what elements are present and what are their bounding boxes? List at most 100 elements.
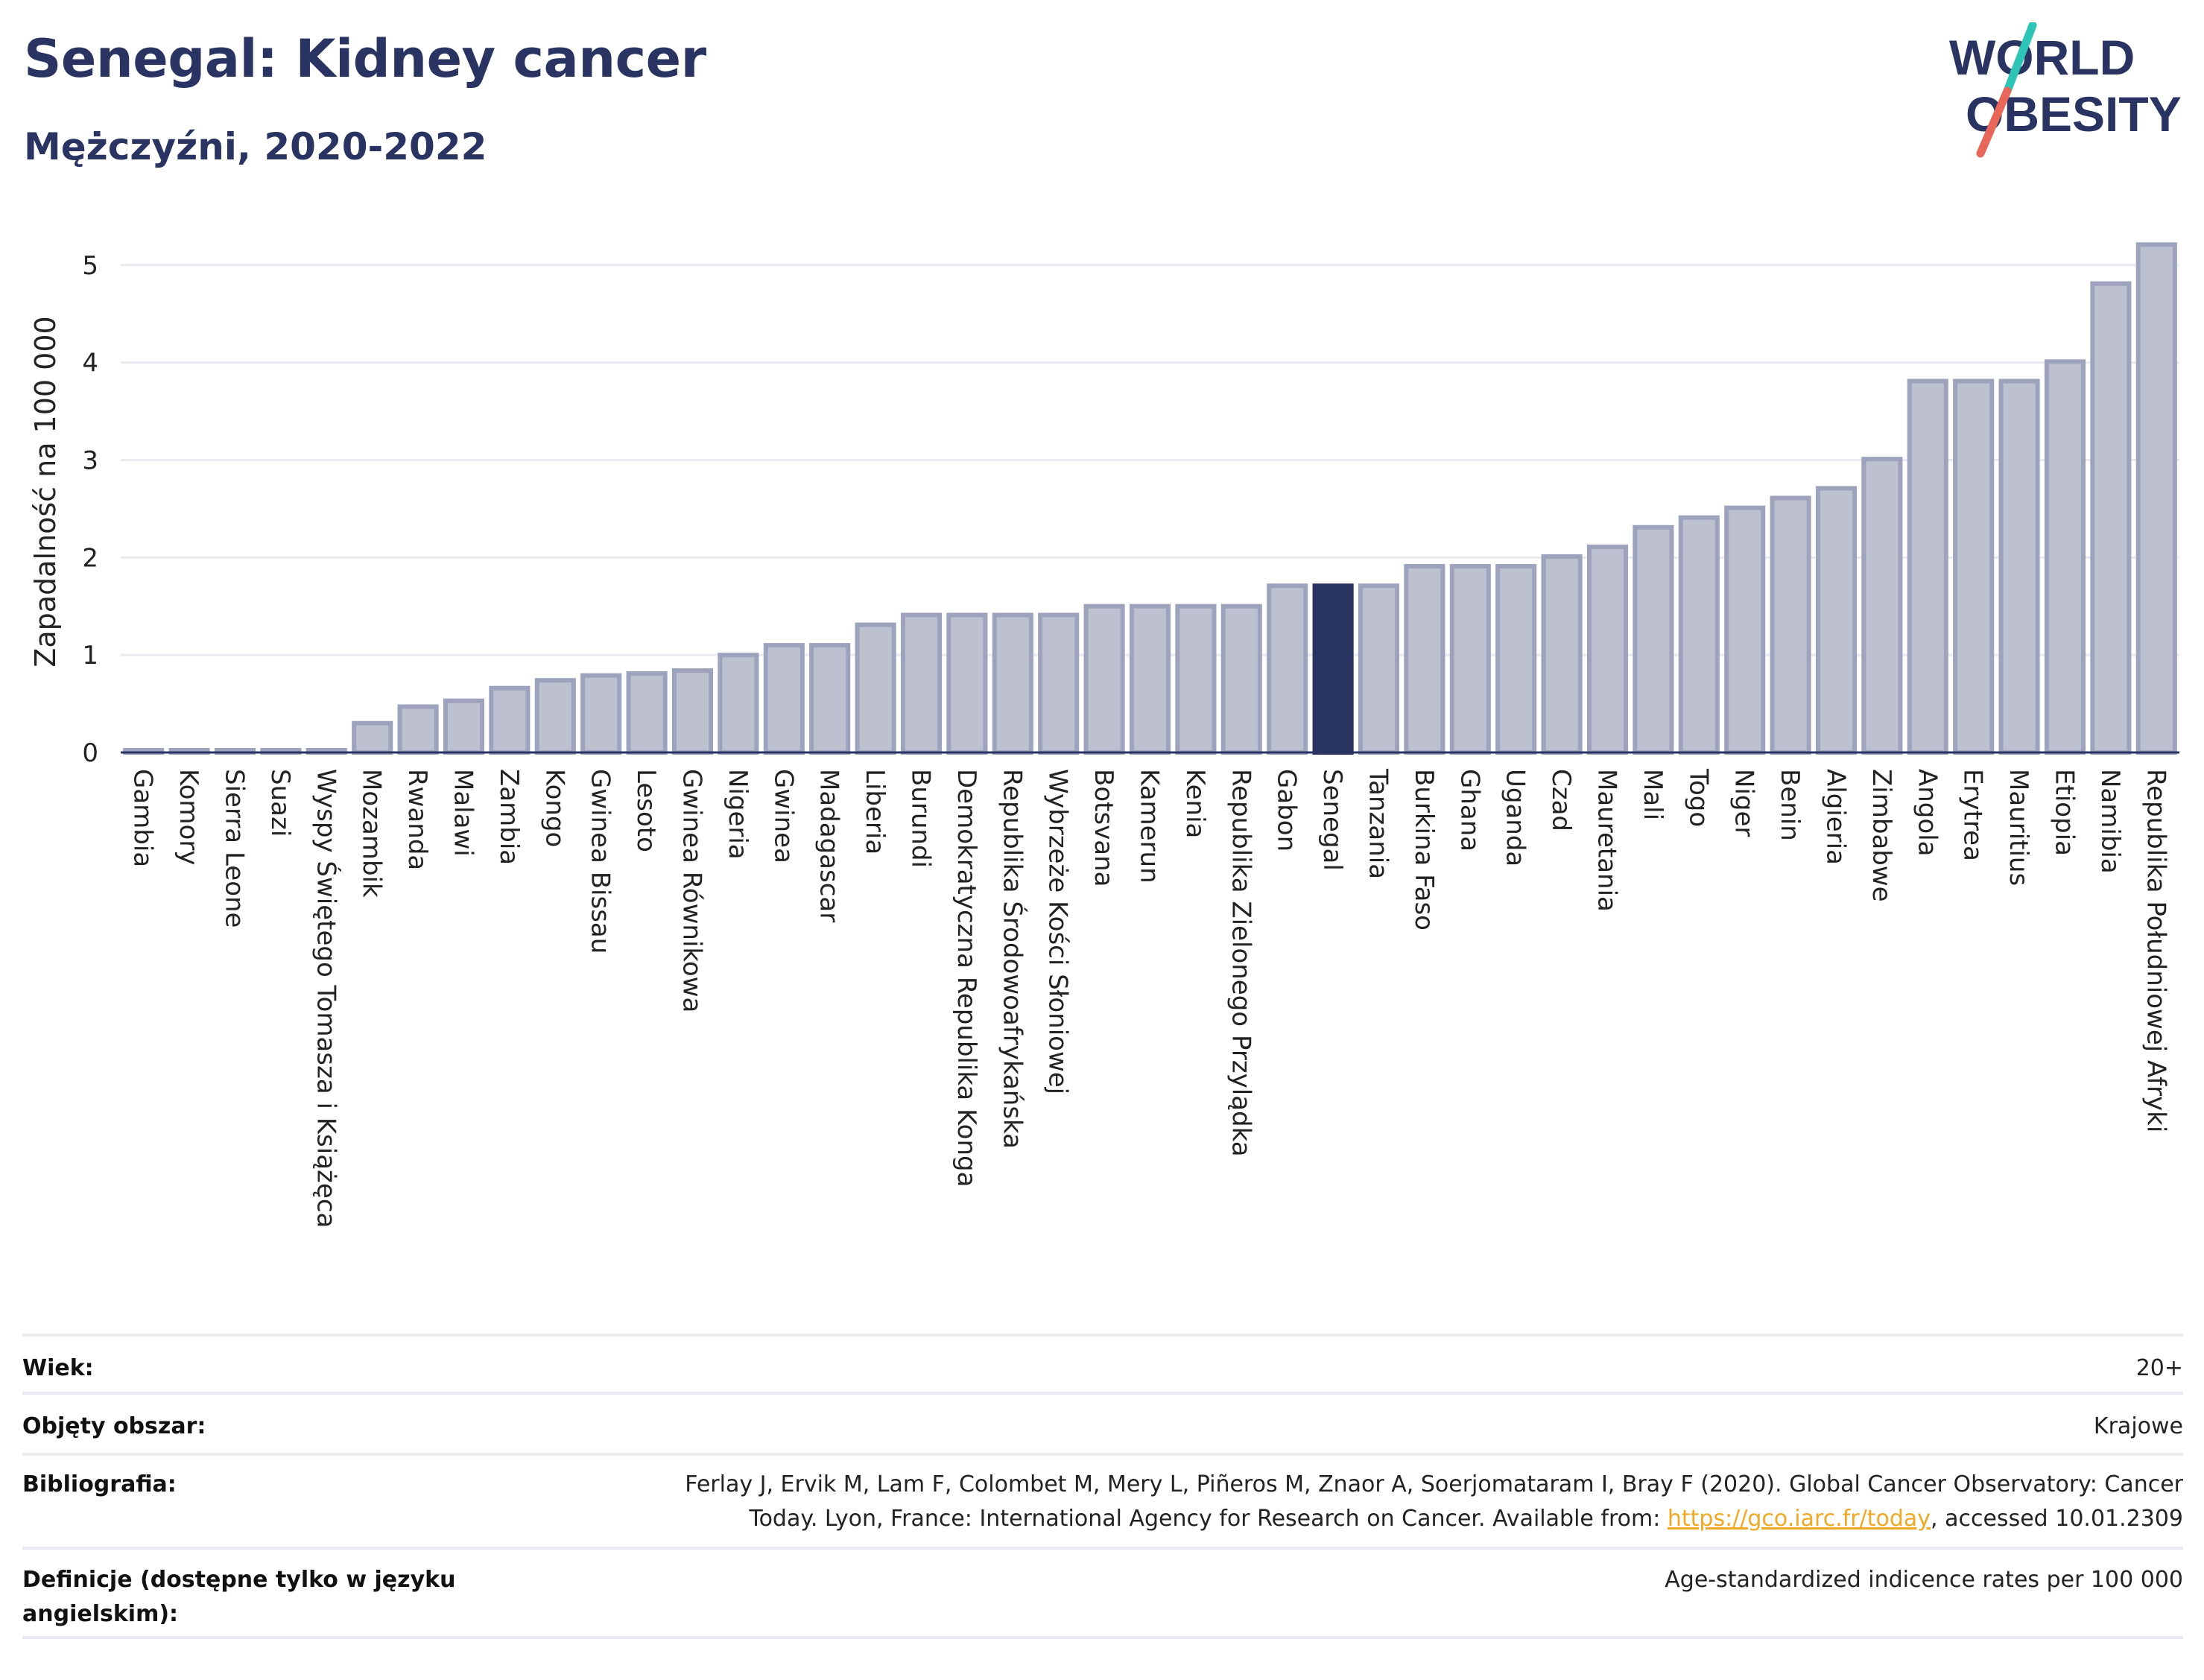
bar-mauretania — [1586, 544, 1629, 755]
definitions-label: Definicje (dostępne tylko w języku angie… — [22, 1567, 456, 1627]
logo-slash-top — [2003, 22, 2037, 95]
x-tick-label: Mozambik — [357, 769, 387, 898]
x-tick-label: Suazi — [265, 769, 295, 837]
y-tick-label: 0 — [82, 738, 98, 768]
x-tick-label: Demokratyczna Republika Konga — [951, 769, 981, 1187]
x-tick-label: Kamerun — [1135, 769, 1165, 884]
bar-rwanda — [397, 704, 439, 755]
bar-wybrzeże-kości-słoniowej — [1038, 612, 1080, 755]
bar-ghana — [1449, 564, 1491, 755]
world-obesity-logo: WORLD OBESITY — [1949, 22, 2182, 158]
bar-liberia — [855, 622, 896, 755]
x-tick-label: Zimbabwe — [1866, 769, 1896, 902]
bar-burkina-faso — [1404, 564, 1445, 755]
bar-republika-zielonego-przylądka — [1220, 603, 1262, 755]
x-tick-label: Kongo — [539, 769, 569, 847]
bar-gwinea-bissau — [580, 673, 622, 755]
x-tick-label: Benin — [1775, 769, 1805, 841]
bar-kamerun — [1129, 603, 1171, 755]
x-tick-label: Republika Środowoafrykańska — [997, 769, 1027, 1149]
bar-etiopia — [2044, 359, 2086, 755]
bar-zambia — [489, 685, 531, 755]
x-tick-label: Mali — [1638, 769, 1668, 820]
bar-czad — [1541, 554, 1583, 755]
bar-chart: 0 1 2 3 4 5 Zapadalność na 100 000 Gambia Komory… — [29, 242, 2179, 1228]
x-tick-label: Gwinea — [768, 769, 798, 863]
x-tick-label: Gabon — [1272, 769, 1302, 852]
bar-namibia — [2090, 281, 2132, 755]
x-tick-label: Senegal — [1317, 769, 1347, 871]
bar-mali — [1633, 524, 1674, 755]
x-tick-label: Rwanda — [402, 769, 432, 870]
y-tick-label: 2 — [82, 543, 98, 573]
y-tick-label: 1 — [82, 641, 98, 671]
bar-republika-południowej-afryki — [2135, 242, 2177, 755]
bar-algieria — [1815, 486, 1858, 755]
y-axis-label: Zapadalność na 100 000 — [29, 316, 62, 667]
source-link[interactable]: https://gco.iarc.fr/today — [1667, 1506, 1931, 1532]
y-tick-label: 5 — [82, 251, 98, 281]
bar-zimbabwe — [1861, 457, 1903, 755]
bibliography-line1: Ferlay J, Ervik M, Lam F, Colombet M, Me… — [685, 1471, 2183, 1497]
info-row-age: Wiek: 20+ — [22, 1334, 2183, 1392]
area-value: Krajowe — [2093, 1413, 2183, 1439]
definitions-value: Age-standardized indicence rates per 100… — [1665, 1567, 2183, 1593]
x-tick-label: Lesoto — [631, 769, 661, 852]
bar-gwinea — [763, 643, 805, 755]
logo-line1: WORLD — [1949, 30, 2135, 85]
x-tick-label: Togo — [1683, 768, 1713, 827]
x-tick-label: Uganda — [1501, 769, 1530, 866]
x-tick-label: Czad — [1546, 769, 1576, 831]
info-row-area: Objęty obszar: Krajowe — [22, 1392, 2183, 1453]
x-tick-label: Burundi — [906, 769, 936, 868]
x-tick-label: Wyspy Świętego Tomasza i Książęca — [311, 769, 341, 1228]
x-tick-label: Gambia — [128, 769, 158, 867]
x-tick-label: Malawi — [449, 769, 478, 857]
y-tick-label: 3 — [82, 446, 98, 475]
logo-slash-bottom — [1976, 86, 2012, 158]
age-value: 20+ — [2135, 1355, 2183, 1381]
info-row-definitions: Definicje (dostępne tylko w języku angie… — [22, 1547, 2183, 1639]
x-tick-label: Zambia — [494, 769, 524, 865]
bar-benin — [1770, 495, 1811, 755]
bibliography-accessed: , accessed 10.01.2309 — [1931, 1506, 2183, 1532]
x-tick-label: Mauritius — [2004, 769, 2033, 886]
y-tick-label: 4 — [82, 349, 98, 378]
x-tick-label: Etiopia — [2050, 769, 2080, 856]
page-subtitle: Mężczyźni, 2020-2022 — [24, 125, 487, 168]
bar-republika-środowoafrykańska — [992, 612, 1033, 755]
x-tick-label: Namibia — [2095, 769, 2125, 874]
x-tick-label: Mauretania — [1592, 769, 1622, 912]
bibliography-line2: Today. Lyon, France: International Agenc… — [685, 1502, 2183, 1536]
bibliography-label: Bibliografia: — [22, 1471, 177, 1497]
bibliography-text: Today. Lyon, France: International Agenc… — [749, 1506, 1668, 1532]
x-tick-label: Republika Zielonego Przylądka — [1226, 769, 1255, 1157]
bar-senegal — [1312, 583, 1354, 755]
age-label: Wiek: — [22, 1355, 94, 1381]
bar-kenia — [1175, 603, 1217, 755]
bar-mozambik — [352, 720, 393, 755]
x-tick-label: Niger — [1729, 769, 1759, 837]
x-tick-label: Republika Południowej Afryki — [2141, 769, 2170, 1132]
x-tick-label: Gwinea Równikowa — [677, 769, 707, 1012]
bar-mauritius — [1998, 378, 2040, 755]
bar-togo — [1678, 515, 1720, 755]
x-tick-label: Komory — [174, 769, 203, 865]
x-tick-label: Botsvana — [1089, 769, 1118, 887]
bar-malawi — [443, 698, 485, 755]
x-tick-label: Madagascar — [814, 769, 844, 922]
bar-gabon — [1267, 583, 1308, 755]
bar-gwinea-równikowa — [671, 668, 714, 755]
bar-nigeria — [718, 653, 759, 755]
x-tick-label: Sierra Leone — [220, 769, 250, 928]
bar-madagascar — [809, 643, 851, 755]
bibliography-value: Ferlay J, Ervik M, Lam F, Colombet M, Me… — [685, 1468, 2183, 1536]
bar-tanzania — [1358, 583, 1400, 755]
x-tick-label: Ghana — [1454, 769, 1484, 852]
area-label: Objęty obszar: — [22, 1413, 206, 1439]
x-tick-label: Algieria — [1821, 769, 1851, 865]
bar-botsvana — [1083, 603, 1125, 755]
x-tick-label: Gwinea Bissau — [586, 769, 615, 954]
bar-demokratyczna-republika-konga — [946, 612, 988, 755]
x-tick-label: Tanzania — [1364, 768, 1393, 879]
